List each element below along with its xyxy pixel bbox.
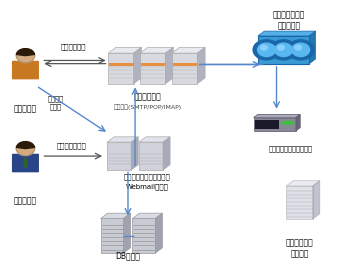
Circle shape	[282, 121, 286, 124]
Text: DBサーバ: DBサーバ	[116, 251, 141, 260]
Circle shape	[289, 121, 293, 124]
Circle shape	[275, 43, 293, 57]
Polygon shape	[107, 137, 138, 142]
Text: 設定反映(SMTP/POP/IMAP): 設定反映(SMTP/POP/IMAP)	[113, 104, 181, 110]
Circle shape	[16, 49, 35, 62]
Text: 転送設定
変更等: 転送設定 変更等	[48, 96, 64, 110]
Text: サービス監視
システム: サービス監視 システム	[286, 238, 313, 258]
Circle shape	[258, 43, 275, 57]
FancyBboxPatch shape	[12, 154, 39, 172]
Bar	[173, 63, 197, 66]
Polygon shape	[100, 213, 131, 218]
Polygon shape	[140, 47, 173, 53]
Circle shape	[295, 45, 301, 50]
Polygon shape	[155, 213, 163, 253]
Circle shape	[253, 40, 280, 60]
Circle shape	[270, 40, 297, 60]
Polygon shape	[286, 181, 320, 186]
Polygon shape	[296, 114, 300, 131]
Circle shape	[278, 45, 284, 50]
Polygon shape	[309, 31, 316, 64]
Wedge shape	[16, 142, 34, 149]
Polygon shape	[165, 47, 173, 84]
Text: Webmailサーバ: Webmailサーバ	[126, 183, 169, 190]
Bar	[140, 53, 165, 84]
Polygon shape	[163, 137, 170, 170]
Polygon shape	[124, 213, 131, 253]
Polygon shape	[108, 47, 141, 53]
Text: メールサーバ: メールサーバ	[133, 92, 161, 101]
Text: アプリケーションサーバ: アプリケーションサーバ	[124, 173, 171, 180]
Text: メール送受信: メール送受信	[60, 44, 86, 50]
Bar	[132, 218, 155, 253]
Polygon shape	[197, 47, 205, 84]
Bar	[100, 218, 124, 253]
Circle shape	[292, 43, 310, 57]
Circle shape	[286, 121, 291, 124]
Bar	[172, 53, 197, 84]
Bar	[107, 142, 131, 170]
Text: メールスプール
ストレージ: メールスプール ストレージ	[273, 10, 305, 30]
Polygon shape	[172, 47, 205, 53]
Circle shape	[287, 40, 314, 60]
Wedge shape	[16, 49, 34, 56]
Polygon shape	[258, 31, 316, 36]
Bar	[253, 117, 296, 131]
Circle shape	[261, 45, 267, 50]
Text: テープバックアップ装置: テープバックアップ装置	[269, 146, 313, 152]
Polygon shape	[131, 137, 138, 170]
Bar	[139, 142, 163, 170]
Bar	[258, 36, 309, 64]
Bar	[22, 151, 29, 155]
Bar	[141, 63, 165, 66]
Polygon shape	[24, 157, 27, 168]
Bar	[22, 58, 29, 62]
Polygon shape	[132, 213, 163, 218]
Bar	[255, 120, 279, 129]
Circle shape	[284, 121, 289, 124]
Bar	[109, 63, 133, 66]
Bar	[286, 186, 313, 219]
Circle shape	[16, 142, 35, 156]
Polygon shape	[313, 181, 320, 219]
Text: 部局管理者: 部局管理者	[14, 196, 37, 205]
Bar	[108, 53, 133, 84]
Polygon shape	[133, 47, 141, 84]
Text: 一般利用者: 一般利用者	[14, 104, 37, 113]
FancyBboxPatch shape	[12, 61, 39, 79]
Polygon shape	[253, 114, 300, 117]
Polygon shape	[139, 137, 170, 142]
Text: アカウント管理: アカウント管理	[56, 142, 86, 149]
